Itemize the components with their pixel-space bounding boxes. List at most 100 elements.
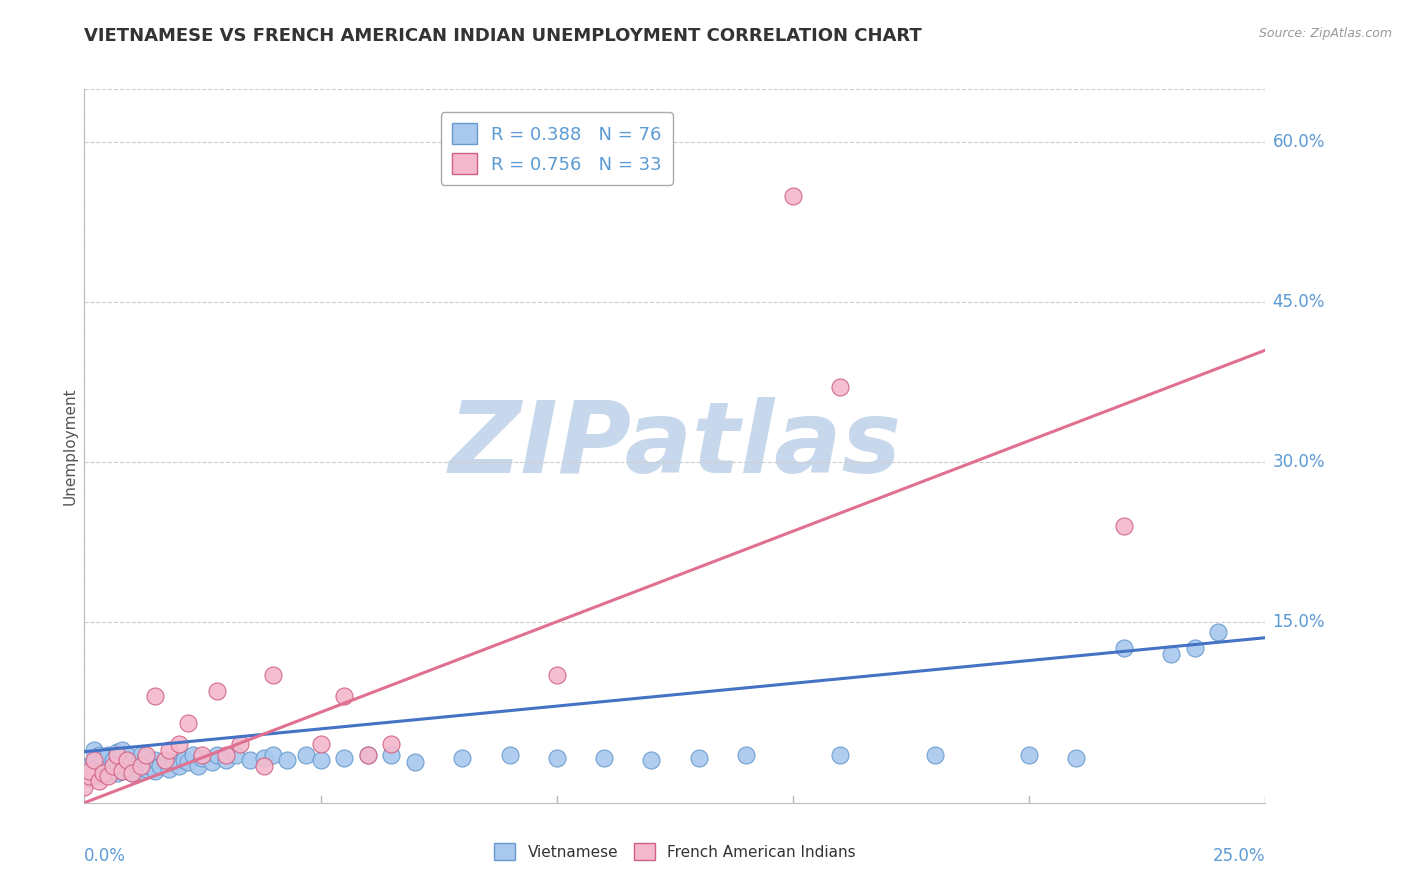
Point <box>107 747 129 762</box>
Point <box>498 747 520 762</box>
Point <box>173 753 195 767</box>
Point <box>149 758 172 772</box>
Point <box>1206 625 1229 640</box>
Point <box>167 758 190 772</box>
Point <box>111 764 134 778</box>
Point <box>87 747 110 762</box>
Point <box>167 737 190 751</box>
Point <box>91 762 114 776</box>
Y-axis label: Unemployment: Unemployment <box>62 387 77 505</box>
Point <box>129 764 152 778</box>
Point <box>688 751 710 765</box>
Point <box>229 737 252 751</box>
Point <box>101 753 124 767</box>
Point <box>115 753 138 767</box>
Point <box>1018 747 1040 762</box>
Point <box>782 188 804 202</box>
Point <box>143 753 166 767</box>
Legend: Vietnamese, French American Indians: Vietnamese, French American Indians <box>488 837 862 866</box>
Point <box>924 747 946 762</box>
Point <box>295 747 318 762</box>
Point <box>181 747 204 762</box>
Point <box>111 764 134 778</box>
Point <box>129 758 152 772</box>
Point <box>107 756 129 770</box>
Point <box>225 747 247 762</box>
Point <box>309 737 332 751</box>
Point <box>91 751 114 765</box>
Point <box>135 751 157 765</box>
Point <box>97 769 120 783</box>
Point <box>153 753 176 767</box>
Text: 45.0%: 45.0% <box>1272 293 1324 311</box>
Point <box>107 766 129 780</box>
Point <box>191 747 214 762</box>
Point <box>1184 641 1206 656</box>
Point <box>333 751 356 765</box>
Point <box>77 769 100 783</box>
Point <box>121 766 143 780</box>
Point <box>1160 647 1182 661</box>
Point <box>87 766 110 780</box>
Point <box>1112 519 1135 533</box>
Point <box>87 774 110 789</box>
Point <box>157 762 180 776</box>
Point <box>101 764 124 778</box>
Text: ZIPatlas: ZIPatlas <box>449 398 901 494</box>
Point <box>215 753 238 767</box>
Point <box>83 753 105 767</box>
Point <box>201 756 224 770</box>
Point <box>177 756 200 770</box>
Point <box>187 758 209 772</box>
Point <box>97 747 120 762</box>
Point <box>593 751 616 765</box>
Point <box>239 753 262 767</box>
Point <box>451 751 474 765</box>
Point <box>380 747 402 762</box>
Point <box>153 753 176 767</box>
Point <box>121 766 143 780</box>
Point <box>91 769 114 783</box>
Point <box>143 764 166 778</box>
Text: 0.0%: 0.0% <box>84 847 127 865</box>
Point <box>546 668 568 682</box>
Point <box>309 753 332 767</box>
Point <box>83 742 105 756</box>
Point <box>157 742 180 756</box>
Point <box>205 684 228 698</box>
Point <box>276 753 298 767</box>
Point <box>1066 751 1088 765</box>
Text: 15.0%: 15.0% <box>1272 613 1324 631</box>
Point <box>111 753 134 767</box>
Point <box>333 690 356 704</box>
Point <box>115 747 138 762</box>
Point <box>215 747 238 762</box>
Point <box>83 764 105 778</box>
Point <box>139 758 162 772</box>
Point <box>163 756 186 770</box>
Point <box>546 751 568 765</box>
Point <box>177 715 200 730</box>
Text: 60.0%: 60.0% <box>1272 134 1324 152</box>
Point <box>357 747 380 762</box>
Point <box>191 751 214 765</box>
Point <box>97 766 120 780</box>
Point <box>135 762 157 776</box>
Point <box>830 747 852 762</box>
Point <box>97 758 120 772</box>
Point <box>73 780 96 794</box>
Text: Source: ZipAtlas.com: Source: ZipAtlas.com <box>1258 27 1392 40</box>
Point <box>121 756 143 770</box>
Point <box>83 753 105 767</box>
Point <box>129 747 152 762</box>
Text: 25.0%: 25.0% <box>1213 847 1265 865</box>
Point <box>77 758 100 772</box>
Point <box>91 766 114 780</box>
Point <box>404 756 426 770</box>
Text: VIETNAMESE VS FRENCH AMERICAN INDIAN UNEMPLOYMENT CORRELATION CHART: VIETNAMESE VS FRENCH AMERICAN INDIAN UNE… <box>84 27 922 45</box>
Point <box>380 737 402 751</box>
Point <box>253 758 276 772</box>
Point <box>73 769 96 783</box>
Point <box>143 690 166 704</box>
Point <box>734 747 756 762</box>
